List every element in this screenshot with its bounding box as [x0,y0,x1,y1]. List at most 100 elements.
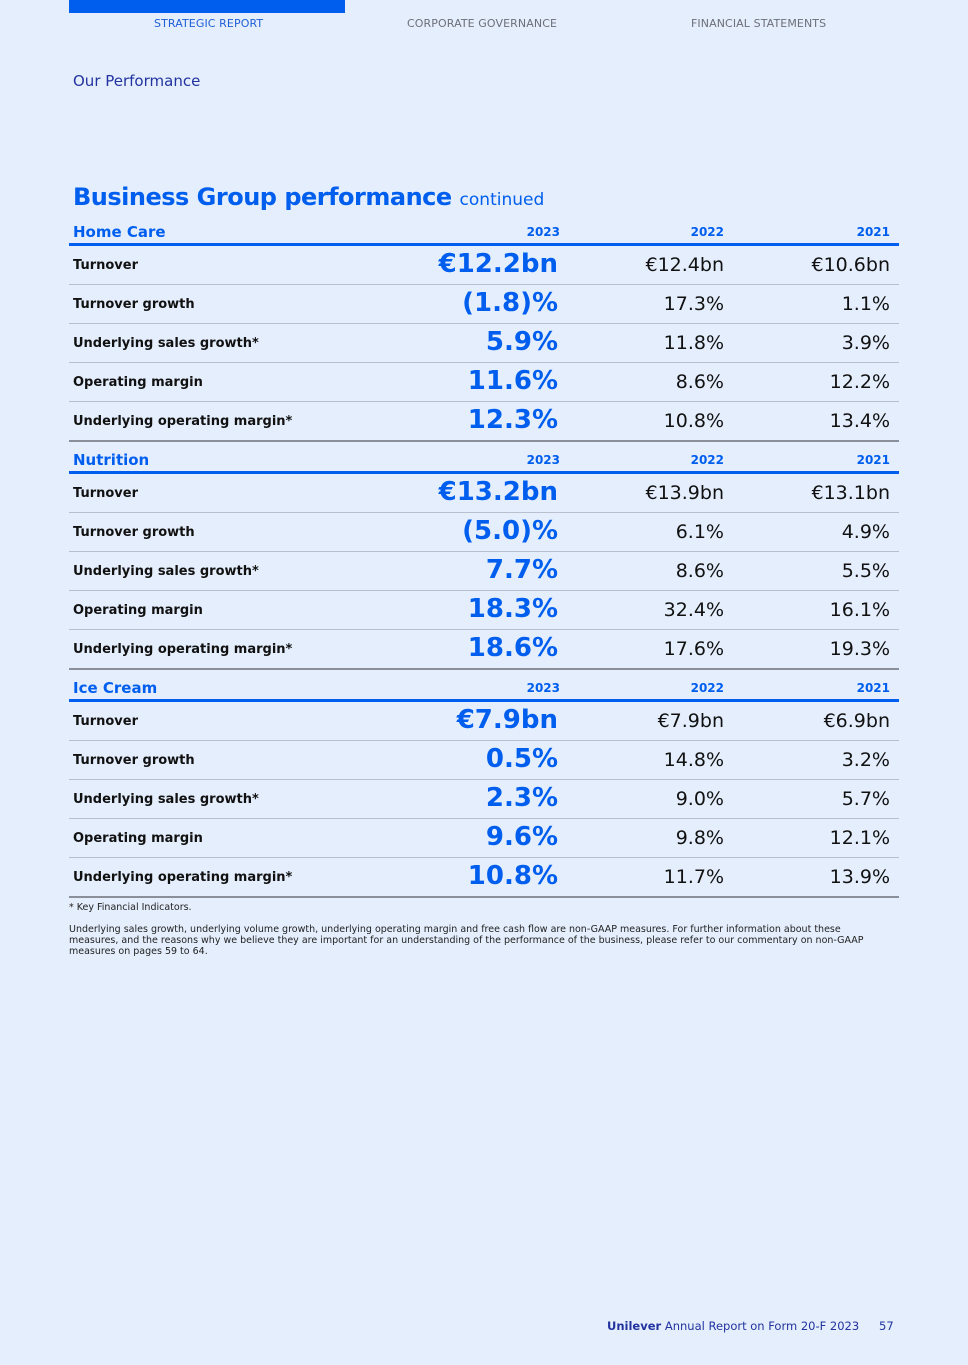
value-2021: 4.9% [841,521,890,543]
table-header: Nutrition 2023 2022 2021 [69,450,899,474]
value-2022: €12.4bn [645,254,725,276]
metric-label: Underlying sales growth* [73,564,259,579]
table-row: Turnover growth (5.0)% 6.1% 4.9% [69,513,899,552]
metric-label: Operating margin [73,375,203,390]
value-2021: 5.5% [841,560,890,582]
table-home-care: Home Care 2023 2022 2021 Turnover €12.2bn €12.… [69,222,899,442]
value-2023: 10.8% [467,861,558,891]
year-header: 2023 [526,225,560,239]
value-2022: €7.9bn [657,710,724,732]
value-2022: 8.6% [675,371,724,393]
year-header: 2022 [690,681,724,695]
year-header: 2022 [690,453,724,467]
title-main: Business Group performance [73,183,452,211]
value-2021: 3.9% [841,332,890,354]
title-suffix: continued [459,190,545,210]
value-2022: 11.7% [663,866,724,888]
kfi-note: * Key Financial Indicators. [69,902,192,913]
value-2022: 17.3% [663,293,724,315]
value-2023: 9.6% [485,822,558,852]
table-row: Turnover €13.2bn €13.9bn €13.1bn [69,474,899,513]
footnotes: * Key Financial Indicators. Underlying s… [69,902,889,968]
year-header: 2021 [856,453,890,467]
value-2021: 1.1% [841,293,890,315]
table-header: Ice Cream 2023 2022 2021 [69,678,899,702]
value-2021: 3.2% [841,749,890,771]
value-2023: €12.2bn [438,249,558,279]
value-2022: 10.8% [663,410,724,432]
table-row: Underlying sales growth* 7.7% 8.6% 5.5% [69,552,899,591]
group-name: Nutrition [73,451,150,469]
value-2021: 5.7% [841,788,890,810]
table-row: Operating margin 18.3% 32.4% 16.1% [69,591,899,630]
value-2023: 18.3% [467,594,558,624]
table-row: Underlying sales growth* 5.9% 11.8% 3.9% [69,324,899,363]
metric-label: Turnover [73,486,138,501]
footer-title: Unilever Annual Report on Form 20-F 2023 [607,1319,859,1333]
page-title: Business Group performance continued [73,183,544,211]
table-row: Turnover growth 0.5% 14.8% 3.2% [69,741,899,780]
value-2023: €7.9bn [456,705,558,735]
value-2023: 5.9% [485,327,558,357]
table-row: Turnover €7.9bn €7.9bn €6.9bn [69,702,899,741]
group-name: Home Care [73,223,166,241]
table-header: Home Care 2023 2022 2021 [69,222,899,246]
value-2022: €13.9bn [645,482,725,504]
table-row: Turnover growth (1.8)% 17.3% 1.1% [69,285,899,324]
value-2022: 11.8% [663,332,724,354]
value-2022: 32.4% [663,599,724,621]
table-row: Underlying sales growth* 2.3% 9.0% 5.7% [69,780,899,819]
value-2021: €6.9bn [823,710,890,732]
metric-label: Underlying operating margin* [73,414,293,429]
footer-text: Annual Report on Form 20-F 2023 [664,1319,860,1333]
value-2023: 12.3% [467,405,558,435]
metric-label: Operating margin [73,831,203,846]
value-2023: 11.6% [467,366,558,396]
table-row: Underlying operating margin* 10.8% 11.7% 13… [69,858,899,898]
year-header: 2021 [856,681,890,695]
value-2023: 18.6% [467,633,558,663]
value-2023: 7.7% [485,555,558,585]
nav-strategic-report[interactable]: STRATEGIC REPORT [154,17,264,30]
value-2022: 6.1% [675,521,724,543]
value-2023: €13.2bn [438,477,558,507]
year-header: 2023 [526,453,560,467]
value-2022: 14.8% [663,749,724,771]
year-header: 2023 [526,681,560,695]
table-row: Underlying operating margin* 18.6% 17.6% 19… [69,630,899,670]
value-2021: 12.1% [829,827,890,849]
value-2023: (5.0)% [462,516,558,546]
active-section-bar [69,0,345,13]
value-2021: 12.2% [829,371,890,393]
page-number: 57 [879,1319,894,1333]
value-2023: 0.5% [485,744,558,774]
metric-label: Turnover [73,258,138,273]
value-2021: 13.9% [829,866,890,888]
metric-label: Underlying operating margin* [73,642,293,657]
value-2022: 9.8% [675,827,724,849]
value-2021: 13.4% [829,410,890,432]
value-2022: 8.6% [675,560,724,582]
value-2022: 17.6% [663,638,724,660]
value-2021: 16.1% [829,599,890,621]
nav-financial-statements[interactable]: FINANCIAL STATEMENTS [691,17,827,30]
year-header: 2021 [856,225,890,239]
non-gaap-note: Underlying sales growth, underlying volu… [69,924,864,957]
table-nutrition: Nutrition 2023 2022 2021 Turnover €13.2bn €13.… [69,450,899,670]
table-row: Turnover €12.2bn €12.4bn €10.6bn [69,246,899,285]
table-row: Underlying operating margin* 12.3% 10.8% 13… [69,402,899,442]
table-ice-cream: Ice Cream 2023 2022 2021 Turnover €7.9bn €7.9b… [69,678,899,898]
value-2022: 9.0% [675,788,724,810]
value-2021: €10.6bn [811,254,891,276]
metric-label: Turnover growth [73,297,195,312]
section-label: Our Performance [73,72,201,90]
metric-label: Underlying sales growth* [73,792,259,807]
nav-corporate-governance[interactable]: CORPORATE GOVERNANCE [407,17,558,30]
value-2021: 19.3% [829,638,890,660]
metric-label: Operating margin [73,603,203,618]
metric-label: Underlying sales growth* [73,336,259,351]
table-row: Operating margin 9.6% 9.8% 12.1% [69,819,899,858]
metric-label: Turnover [73,714,138,729]
value-2021: €13.1bn [811,482,891,504]
group-name: Ice Cream [73,679,158,697]
